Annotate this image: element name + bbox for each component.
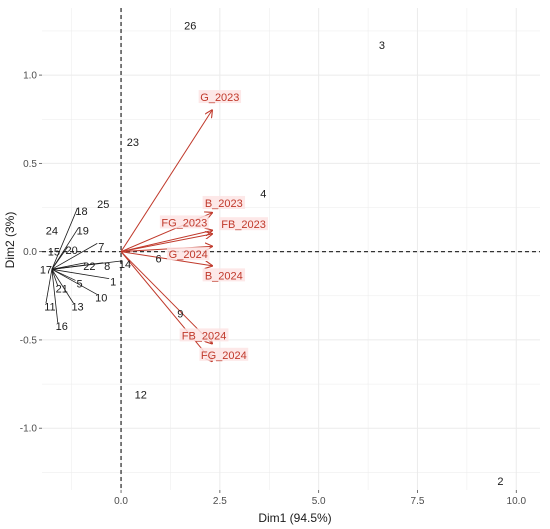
individual-label: 12	[135, 390, 147, 402]
individual-label: 17	[40, 264, 52, 276]
y-tick-label: -0.5	[20, 335, 38, 346]
individual-label: 23	[127, 137, 139, 149]
variable-label-bg	[202, 268, 246, 282]
x-tick-label: 2.5	[213, 496, 227, 507]
connector-line	[51, 262, 86, 270]
y-axis-title: Dim2 (3%)	[3, 212, 17, 269]
individual-labels: 1234567891011121314151617181920212223242…	[40, 21, 504, 489]
connector-line	[51, 246, 68, 270]
y-tick-label: 0.0	[23, 247, 37, 258]
individual-label: 24	[46, 225, 58, 237]
x-axis-title: Dim1 (94.5%)	[258, 511, 331, 525]
connector-line	[51, 269, 59, 286]
individual-label: 8	[104, 261, 110, 273]
x-tick-label: 5.0	[312, 496, 326, 507]
variable-labels: G_2023 B_2023 FG_2023 FB_2023 G_2024 B_2024 FB…	[159, 90, 268, 362]
variable-label-bg	[198, 90, 242, 104]
x-tick-label: 10.0	[507, 496, 527, 507]
individual-label: 25	[97, 199, 109, 211]
variable-label: FG_2024	[201, 350, 247, 362]
variable-label: FG_2023	[161, 217, 207, 229]
individual-label: 18	[75, 206, 87, 218]
individual-label: 4	[260, 188, 266, 200]
individual-label: 10	[95, 293, 107, 305]
individual-label: 19	[77, 225, 89, 237]
x-tick-label: 0.0	[114, 496, 128, 507]
individual-label: 22	[83, 261, 95, 273]
connector-line	[45, 269, 53, 304]
variable-arrow	[120, 251, 212, 266]
individual-connectors	[45, 207, 122, 323]
connector-line	[51, 268, 110, 280]
individual-label: 2	[497, 476, 503, 488]
grid-lines	[42, 8, 540, 490]
variable-arrow	[120, 251, 212, 361]
variable-arrow	[120, 251, 212, 344]
y-tick-label: -1.0	[20, 424, 38, 435]
variable-label: B_2024	[205, 270, 243, 282]
individual-label: 11	[44, 301, 55, 313]
individual-label: 14	[119, 259, 131, 271]
individual-label: 3	[379, 40, 385, 52]
individual-label: 21	[56, 284, 68, 296]
individual-label: 7	[98, 241, 104, 253]
individual-label: 16	[56, 321, 68, 333]
connector-line	[51, 260, 122, 270]
variable-label: B_2023	[205, 198, 243, 210]
variable-label-bg	[179, 328, 229, 342]
variable-label: FB_2023	[221, 219, 266, 231]
connector-line	[51, 269, 74, 304]
x-tick-label: 7.5	[411, 496, 425, 507]
variable-label-bg	[202, 195, 246, 209]
variable-label-bg	[167, 247, 210, 261]
individual-label: 6	[156, 254, 162, 266]
individual-label: 15	[48, 247, 60, 259]
variable-label-bg	[199, 347, 249, 361]
variable-label: G_2023	[200, 92, 239, 104]
y-tick-label: 0.5	[23, 159, 37, 170]
variable-label-bg	[159, 215, 209, 229]
reference-lines	[42, 8, 540, 490]
individual-label: 20	[66, 245, 78, 257]
y-tick-label: 1.0	[23, 71, 37, 82]
individual-label: 5	[76, 278, 82, 290]
individual-label: 13	[71, 301, 83, 313]
variable-label-bg	[219, 217, 268, 231]
connector-line	[51, 269, 59, 323]
individual-label: 26	[184, 21, 196, 33]
connector-line	[51, 207, 78, 270]
x-axis-ticks: 0.0 2.5 5.0 7.5 10.0	[114, 490, 526, 507]
variable-arrow	[120, 234, 212, 253]
connector-line	[51, 243, 98, 270]
connector-line	[51, 268, 98, 295]
variable-arrows	[120, 110, 212, 361]
individual-label: 1	[110, 277, 116, 289]
y-axis-ticks: -1.0 -0.5 0.0 0.5 1.0	[20, 71, 42, 435]
variable-arrow	[120, 230, 212, 253]
individual-label: 9	[177, 308, 183, 320]
variable-label: G_2024	[169, 249, 208, 261]
variable-label: FB_2024	[182, 330, 227, 342]
variable-arrow	[120, 110, 212, 252]
